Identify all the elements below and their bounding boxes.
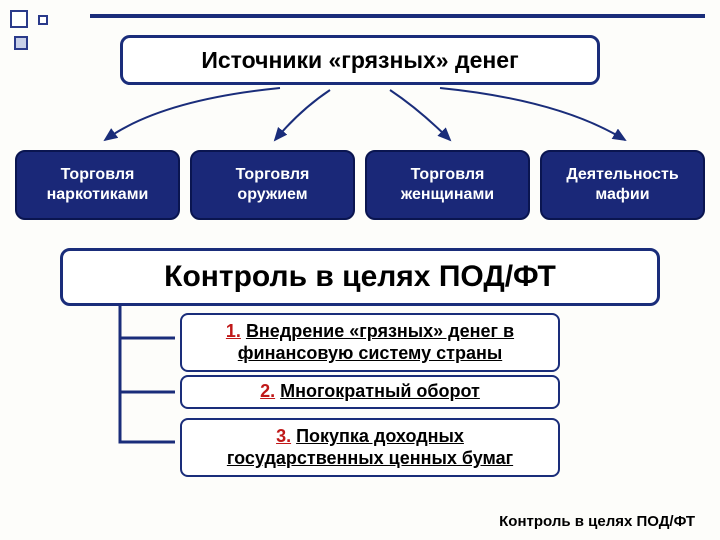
title-text: Источники «грязных» денег (201, 47, 518, 74)
step-box-2: 2. Многократный оборот (180, 375, 560, 409)
deco-square (14, 36, 28, 50)
source-label: Торговлянаркотиками (47, 165, 149, 205)
title-box: Источники «грязных» денег (120, 35, 600, 85)
step-connectors (80, 290, 180, 470)
header-rule (90, 14, 705, 18)
step-text: Покупка доходных (296, 426, 464, 446)
step-text: финансовую систему страны (238, 343, 502, 363)
step-box-1: 1. Внедрение «грязных» денег в финансову… (180, 313, 560, 372)
sources-row: Торговлянаркотиками Торговляоружием Торг… (15, 150, 705, 220)
corner-decoration (10, 10, 80, 80)
source-box-mafia: Деятельностьмафии (540, 150, 705, 220)
footer-text: Контроль в целях ПОД/ФТ (499, 513, 695, 530)
source-label: Деятельностьмафии (566, 165, 678, 205)
step-text: государственных ценных бумаг (227, 448, 513, 468)
source-box-drugs: Торговлянаркотиками (15, 150, 180, 220)
source-label: Торговляженщинами (401, 165, 494, 205)
control-text: Контроль в целях ПОД/ФТ (164, 260, 556, 294)
deco-square (10, 10, 28, 28)
deco-square (38, 15, 48, 25)
source-box-weapons: Торговляоружием (190, 150, 355, 220)
step-number: 1. (226, 321, 241, 341)
control-box: Контроль в целях ПОД/ФТ (60, 248, 660, 306)
title-arrows (0, 85, 720, 155)
source-box-women: Торговляженщинами (365, 150, 530, 220)
step-number: 2. (260, 381, 275, 401)
step-text: Многократный оборот (280, 381, 480, 401)
step-number: 3. (276, 426, 291, 446)
step-box-3: 3. Покупка доходных государственных ценн… (180, 418, 560, 477)
step-text: Внедрение «грязных» денег в (246, 321, 514, 341)
source-label: Торговляоружием (236, 165, 310, 205)
